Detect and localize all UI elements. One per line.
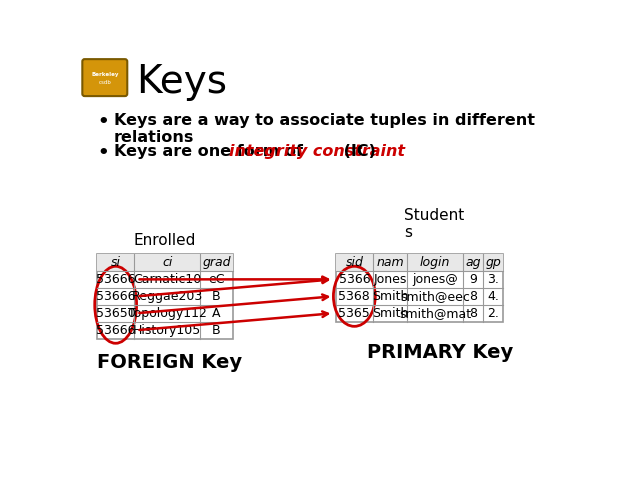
Text: PRIMARY Key: PRIMARY Key bbox=[367, 343, 513, 362]
Text: 53650: 53650 bbox=[96, 307, 136, 320]
Text: 5368: 5368 bbox=[339, 290, 370, 303]
Text: 53666: 53666 bbox=[96, 324, 136, 336]
Text: 5366: 5366 bbox=[339, 273, 370, 286]
Text: 9: 9 bbox=[469, 273, 477, 286]
Text: Reggae203: Reggae203 bbox=[132, 290, 203, 303]
Text: 8: 8 bbox=[469, 290, 477, 303]
Text: 53666: 53666 bbox=[96, 290, 136, 303]
Text: 5365: 5365 bbox=[339, 307, 370, 320]
Text: nam: nam bbox=[376, 256, 404, 269]
Text: (IC): (IC) bbox=[338, 144, 376, 159]
Text: 2.: 2. bbox=[487, 307, 499, 320]
Bar bbox=[336, 254, 503, 322]
Text: smith@mat: smith@mat bbox=[399, 307, 471, 320]
Text: Carnatic10: Carnatic10 bbox=[133, 273, 202, 286]
Text: jones@: jones@ bbox=[412, 273, 458, 286]
Text: smith@eec: smith@eec bbox=[400, 290, 470, 303]
Text: ci: ci bbox=[162, 256, 172, 269]
Text: 4.: 4. bbox=[487, 290, 499, 303]
Text: eC: eC bbox=[208, 273, 225, 286]
Text: 3.: 3. bbox=[487, 273, 499, 286]
Text: csdb: csdb bbox=[99, 80, 111, 85]
Text: gp: gp bbox=[485, 256, 501, 269]
Text: integrity constraint: integrity constraint bbox=[229, 144, 405, 159]
Text: Keys are one form of: Keys are one form of bbox=[114, 144, 308, 159]
Text: FOREIGN Key: FOREIGN Key bbox=[97, 352, 242, 372]
Bar bbox=[97, 254, 233, 271]
Text: Enrolled: Enrolled bbox=[134, 233, 196, 248]
Text: B: B bbox=[212, 290, 221, 303]
Text: si: si bbox=[111, 256, 121, 269]
Text: History105: History105 bbox=[133, 324, 202, 336]
Text: login: login bbox=[420, 256, 450, 269]
Text: Smith: Smith bbox=[372, 290, 408, 303]
Text: Keys are a way to associate tuples in different
relations: Keys are a way to associate tuples in di… bbox=[114, 113, 535, 145]
Text: Berkeley: Berkeley bbox=[91, 72, 118, 77]
Text: •: • bbox=[97, 144, 109, 162]
Text: Keys: Keys bbox=[136, 63, 227, 101]
Text: Student
s: Student s bbox=[404, 208, 464, 240]
Text: Jones: Jones bbox=[373, 273, 406, 286]
Text: sid: sid bbox=[346, 256, 364, 269]
Text: ag: ag bbox=[465, 256, 481, 269]
Text: 53666: 53666 bbox=[96, 273, 136, 286]
Bar bbox=[97, 254, 233, 339]
FancyBboxPatch shape bbox=[83, 59, 127, 96]
Text: grad: grad bbox=[202, 256, 230, 269]
Text: Smith: Smith bbox=[372, 307, 408, 320]
Bar bbox=[336, 254, 503, 271]
Text: A: A bbox=[212, 307, 221, 320]
Text: •: • bbox=[97, 113, 109, 131]
Text: 8: 8 bbox=[469, 307, 477, 320]
Text: B: B bbox=[212, 324, 221, 336]
Text: Topology112: Topology112 bbox=[128, 307, 207, 320]
